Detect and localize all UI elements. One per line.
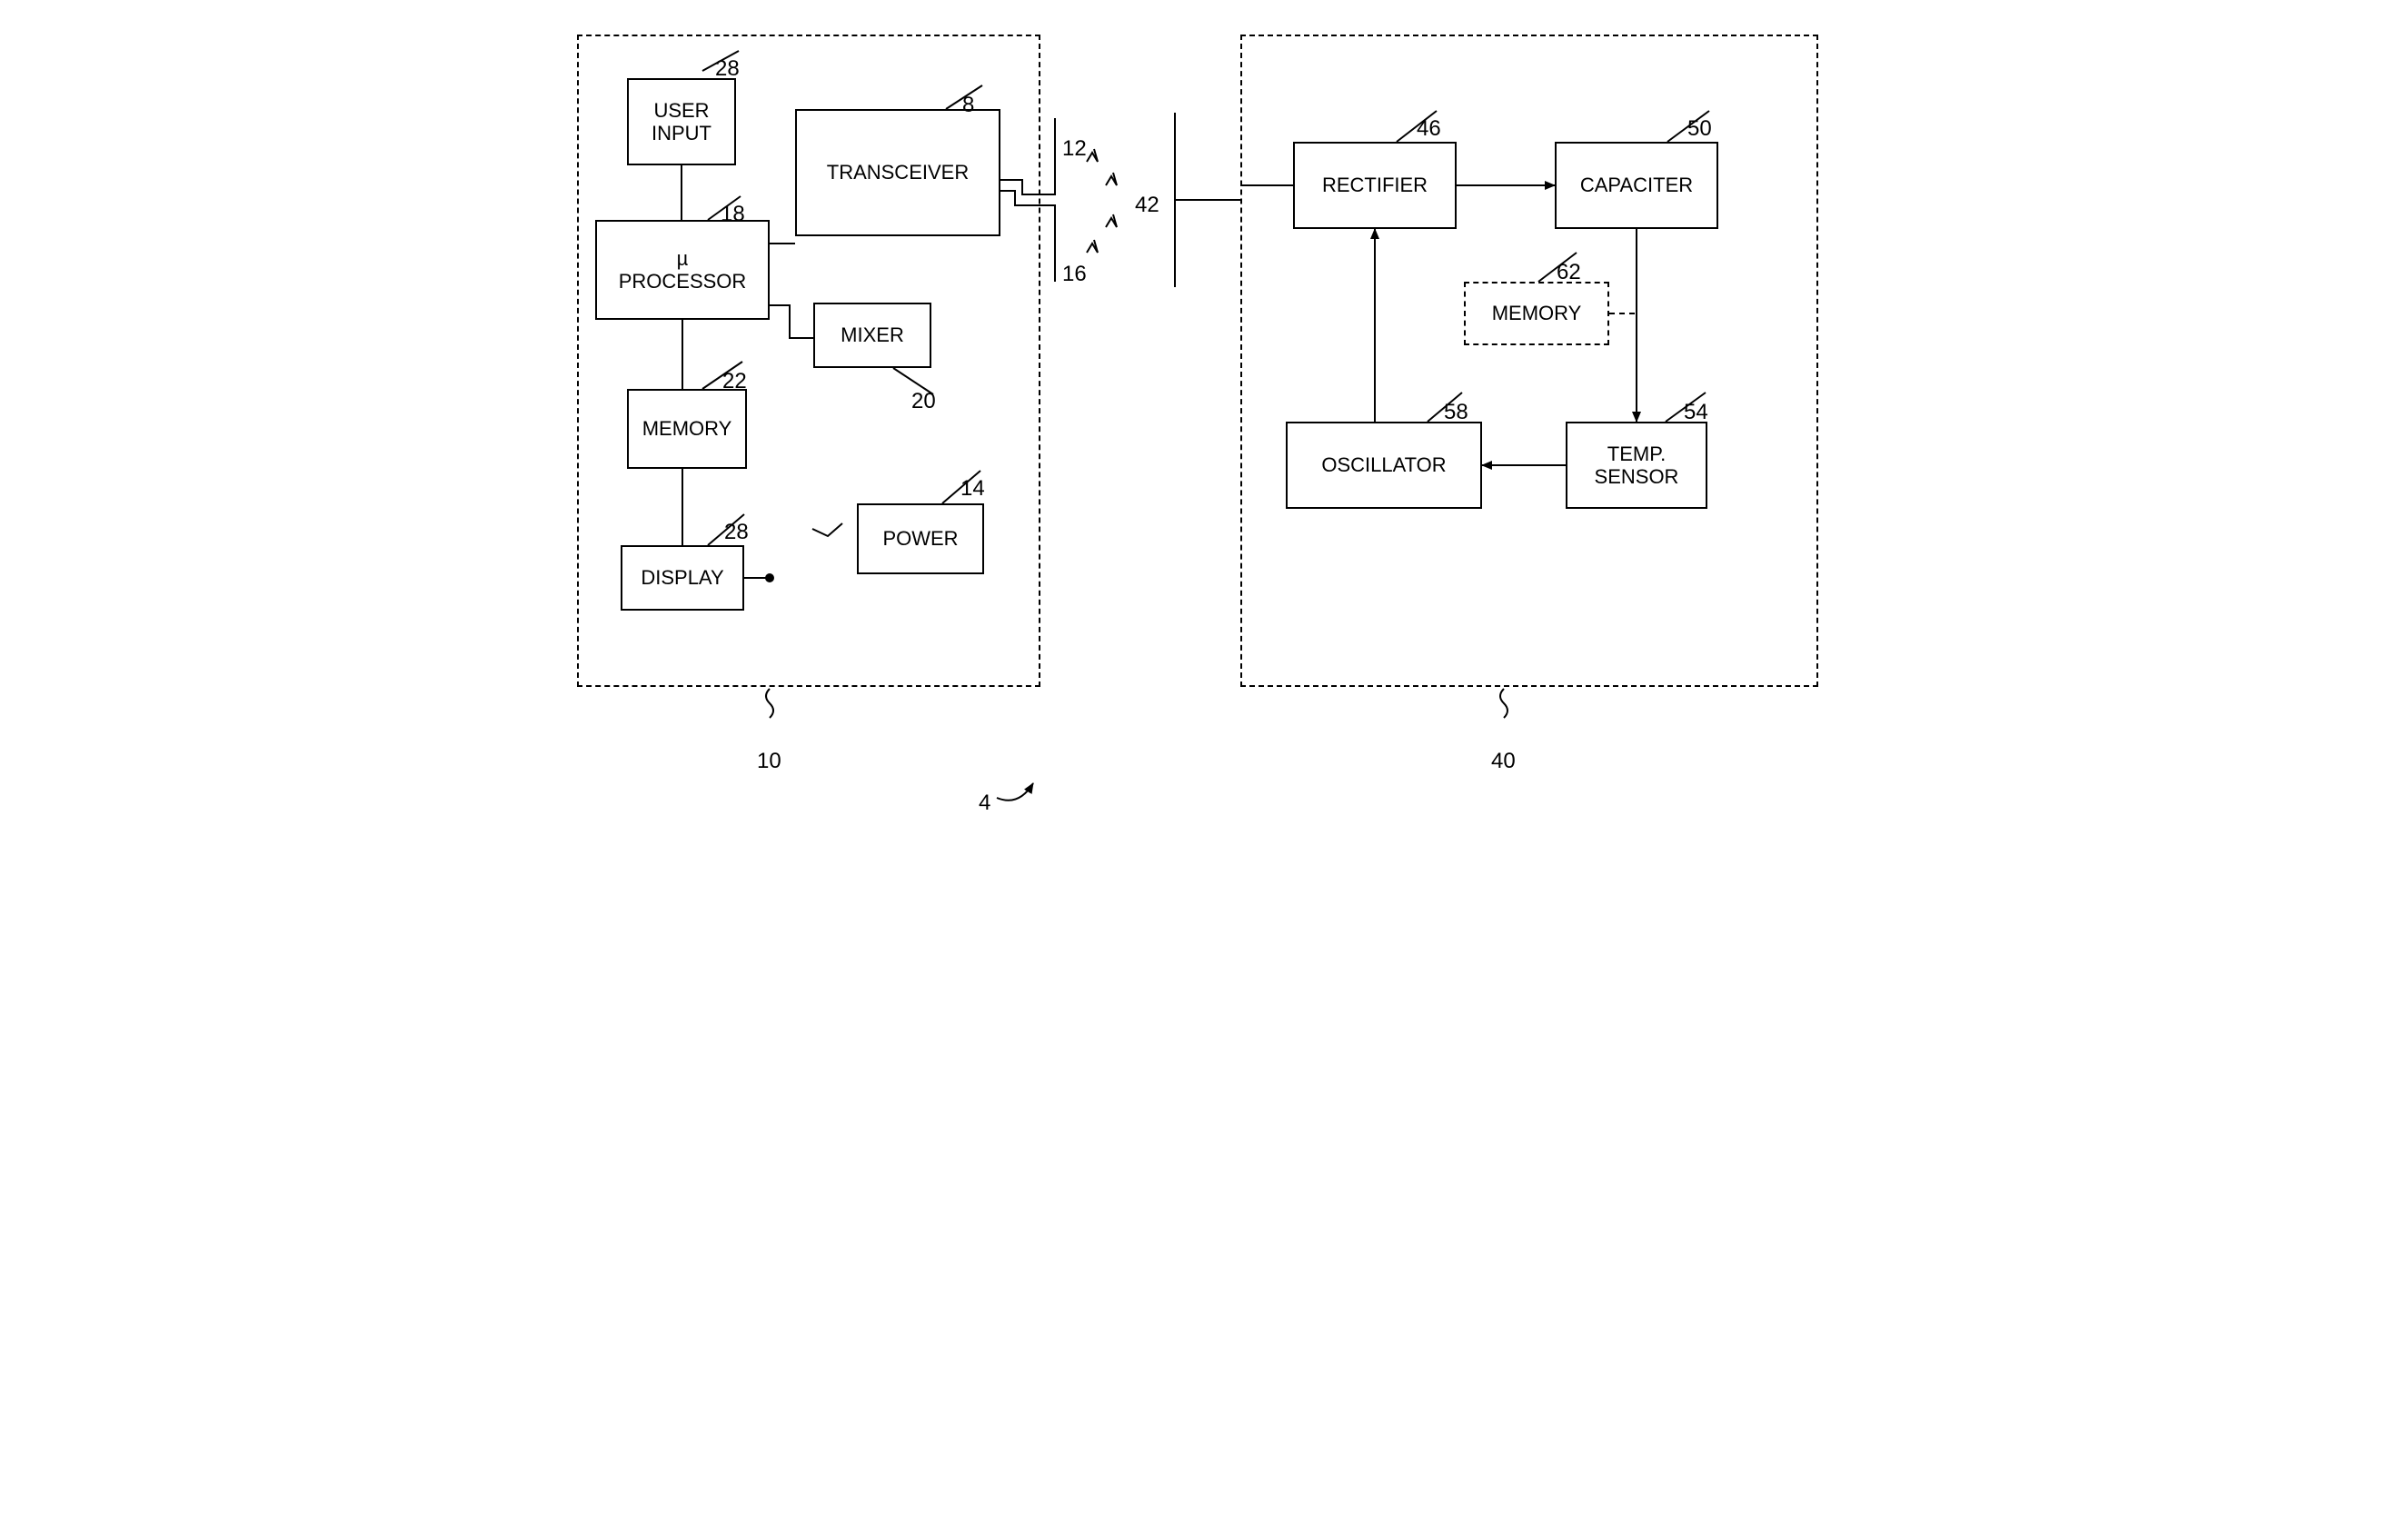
block-memory-left: MEMORY <box>627 389 747 469</box>
ref-40: 40 <box>1491 749 1516 774</box>
block-label: µPROCESSOR <box>619 247 747 293</box>
block-memory-right: MEMORY <box>1464 282 1609 345</box>
block-label: POWER <box>882 527 958 550</box>
block-temp-sensor: TEMP.SENSOR <box>1566 422 1707 509</box>
block-label: OSCILLATOR <box>1321 453 1446 476</box>
ref-42: 42 <box>1135 193 1159 218</box>
block-transceiver: TRANSCEIVER <box>795 109 1000 236</box>
ref-16: 16 <box>1062 262 1087 287</box>
ref-46: 46 <box>1417 116 1441 142</box>
ref-22: 22 <box>722 369 747 394</box>
ref-8: 8 <box>962 93 974 118</box>
ref-28-userinput: 28 <box>715 56 740 82</box>
block-label: TEMP.SENSOR <box>1595 443 1679 489</box>
block-label: CAPACITER <box>1580 174 1693 196</box>
block-capacitor: CAPACITER <box>1555 142 1718 229</box>
ref-58: 58 <box>1444 400 1468 425</box>
block-label: MIXER <box>841 323 904 346</box>
ref-14: 14 <box>960 476 985 502</box>
ref-10: 10 <box>757 749 781 774</box>
block-oscillator: OSCILLATOR <box>1286 422 1482 509</box>
ref-4: 4 <box>979 791 990 816</box>
block-power: POWER <box>857 503 984 574</box>
block-display: DISPLAY <box>621 545 744 611</box>
block-label: MEMORY <box>642 417 732 440</box>
ref-12: 12 <box>1062 136 1087 162</box>
block-label: USERINPUT <box>652 99 711 145</box>
ref-18: 18 <box>721 202 745 227</box>
block-label: DISPLAY <box>641 566 723 589</box>
block-mixer: MIXER <box>813 303 931 368</box>
ref-62: 62 <box>1557 260 1581 285</box>
block-user-input: USERINPUT <box>627 78 736 165</box>
right-module-container <box>1240 35 1818 687</box>
block-label: RECTIFIER <box>1322 174 1428 196</box>
ref-28-display: 28 <box>724 520 749 545</box>
ref-54: 54 <box>1684 400 1708 425</box>
diagram-canvas: USERINPUT TRANSCEIVER µPROCESSOR MIXER M… <box>541 18 1867 854</box>
block-processor: µPROCESSOR <box>595 220 770 320</box>
block-label: TRANSCEIVER <box>827 161 969 184</box>
ref-50: 50 <box>1687 116 1712 142</box>
ref-20: 20 <box>911 389 936 414</box>
block-rectifier: RECTIFIER <box>1293 142 1457 229</box>
block-label: MEMORY <box>1492 302 1582 324</box>
